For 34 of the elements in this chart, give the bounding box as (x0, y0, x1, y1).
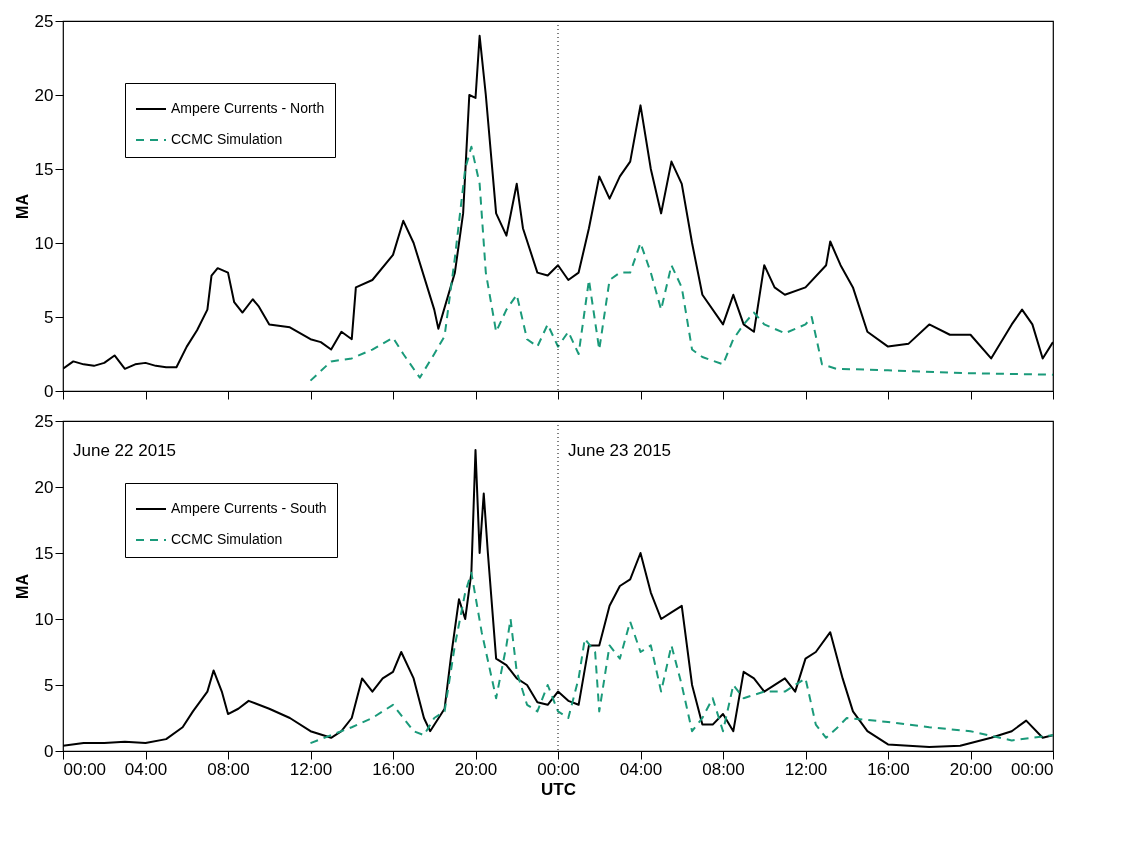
y-tick-label: 15 (34, 159, 54, 179)
x-tick-label: 20:00 (454, 759, 498, 779)
x-tick-label: 04:00 (619, 759, 663, 779)
y-tick-label: 5 (44, 307, 54, 327)
annotation: June 23 2015 (568, 441, 672, 460)
annotation: June 22 2015 (73, 441, 177, 460)
x-tick-label: 08:00 (702, 759, 745, 779)
legend-label: Ampere Currents - South (171, 500, 327, 516)
y-tick-label: 25 (34, 11, 54, 31)
y-axis-title: MA (13, 193, 31, 219)
x-tick-label: 00:00 (63, 759, 107, 779)
x-tick-label: 00:00 (537, 759, 580, 779)
legend-label: CCMC Simulation (171, 531, 283, 547)
legend-label: Ampere Currents - North (171, 100, 325, 116)
y-tick-label: 5 (44, 675, 54, 695)
y-tick-label: 20 (34, 85, 54, 105)
x-tick-label: 12:00 (289, 759, 333, 779)
x-tick-label: 04:00 (124, 759, 168, 779)
y-tick-label: 0 (44, 741, 54, 761)
y-tick-label: 25 (34, 411, 54, 431)
x-tick-label: 16:00 (372, 759, 415, 779)
y-tick-label: 10 (34, 609, 54, 629)
x-tick-label: 08:00 (207, 759, 250, 779)
x-tick-label: 20:00 (949, 759, 993, 779)
y-tick-label: 10 (34, 233, 54, 253)
x-tick-label: 12:00 (784, 759, 828, 779)
y-tick-label: 20 (34, 477, 54, 497)
y-axis-title: MA (13, 573, 31, 599)
y-tick-label: 15 (34, 543, 54, 563)
y-tick-label: 0 (44, 381, 54, 401)
x-tick-label: 16:00 (867, 759, 910, 779)
x-axis-title: UTC (541, 779, 576, 799)
x-tick-label: 00:00 (1010, 759, 1054, 779)
legend-label: CCMC Simulation (171, 131, 283, 147)
